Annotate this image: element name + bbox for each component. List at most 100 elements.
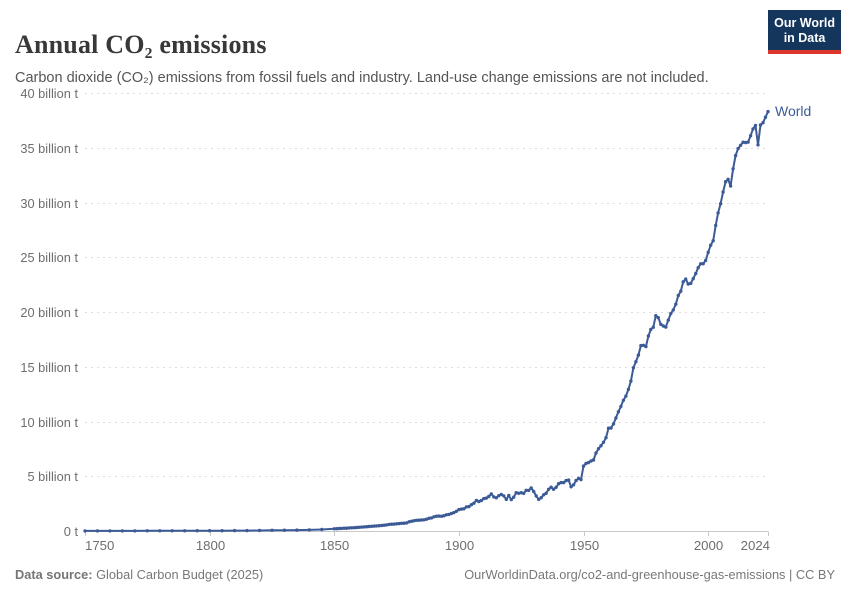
data-point-marker [594,451,598,455]
data-point-marker [656,316,660,320]
data-point-marker [502,494,506,498]
y-tick-label: 40 billion t [20,86,78,101]
data-point-marker [736,146,740,151]
data-point-marker [417,518,421,522]
data-point-marker [716,211,720,215]
x-tick-label: 1900 [445,538,474,553]
data-point-marker [382,523,386,527]
data-point-marker [741,140,745,144]
data-point-marker [756,143,760,147]
data-point-marker [497,494,501,498]
data-point-marker [512,495,516,499]
data-point-marker [379,523,384,528]
data-point-marker [704,258,708,263]
data-point-marker [606,426,611,430]
data-point-marker [357,525,361,529]
data-point-marker [257,528,262,533]
data-point-marker [170,529,174,533]
data-point-marker [599,444,603,448]
data-point-marker [484,496,488,500]
data-point-marker [639,343,643,348]
data-point-marker [569,485,573,489]
data-point-marker [581,464,586,468]
data-point-marker [522,491,526,496]
data-point-marker [350,526,354,530]
owid-logo-line1: Our World [774,16,835,30]
data-point-marker [402,521,406,525]
data-point-marker [636,353,641,357]
data-point-marker [83,529,87,533]
data-point-marker [397,521,401,526]
data-point-marker [370,524,374,528]
data-point-marker [489,492,493,496]
data-point-marker [566,478,571,482]
data-point-marker [307,528,311,532]
data-point-marker [596,447,601,451]
data-point-marker [604,436,608,440]
data-point-marker [419,518,424,522]
data-point-marker [609,426,613,430]
data-point-marker [701,262,705,266]
data-point-marker [726,177,730,181]
x-tick-label: 1800 [196,538,225,553]
y-tick-label: 10 billion t [20,415,78,430]
data-point-marker [738,143,743,147]
owid-logo[interactable]: Our World in Data [768,10,841,54]
data-point-marker [245,528,249,533]
data-point-marker [654,314,658,318]
data-point-marker [641,343,646,347]
data-point-marker [551,487,556,491]
data-point-marker [666,318,670,322]
data-point-marker [664,325,668,329]
data-point-marker [681,280,685,284]
data-point-marker [529,486,533,490]
data-point-marker [659,322,663,326]
series-label-world[interactable]: World [775,103,811,119]
data-point-marker [586,460,591,465]
data-point-marker [591,458,596,462]
data-point-marker [574,478,578,483]
y-tick-label: 0 t [64,524,79,539]
data-point-marker [699,262,703,266]
data-point-marker [469,503,474,507]
data-point-marker [684,277,688,281]
data-point-marker [320,527,324,532]
data-point-marker [444,513,449,517]
data-point-marker [579,477,583,482]
data-point-marker [387,522,391,527]
data-point-marker [133,529,137,533]
data-point-marker [158,529,162,533]
data-point-marker [733,153,738,158]
data-point-marker [108,529,112,533]
attribution-link[interactable]: OurWorldinData.org/co2-and-greenhouse-ga… [464,567,786,582]
data-point-marker [619,404,623,409]
data-point-marker [709,243,713,247]
page-title: Annual CO₂ emissions [15,30,267,60]
data-point-marker [611,422,616,426]
data-point-marker [374,524,379,528]
y-tick-label: 20 billion t [20,305,78,320]
data-point-marker [646,334,651,338]
data-point-marker [494,496,498,500]
data-point-marker [360,525,364,529]
data-point-marker [342,526,346,530]
data-point-marker [559,480,563,485]
data-point-marker [282,528,287,532]
data-point-marker [714,223,718,228]
y-tick-label: 25 billion t [20,250,78,265]
x-tick-label: 1750 [85,538,114,553]
data-point-marker [539,496,543,500]
data-point-marker [195,529,199,533]
chart-subtitle: Carbon dioxide (CO₂) emissions from foss… [15,69,709,86]
attribution: OurWorldinData.org/co2-and-greenhouse-ga… [464,567,835,582]
data-point-marker [365,525,369,529]
data-point-marker [746,140,750,144]
data-point-marker [295,528,299,532]
data-point-marker [689,281,693,286]
data-point-marker [728,184,733,188]
data-point-marker [626,387,631,392]
world-line-series[interactable] [83,109,770,533]
data-point-marker [472,501,476,505]
x-tick-label: 2024 [741,538,770,553]
